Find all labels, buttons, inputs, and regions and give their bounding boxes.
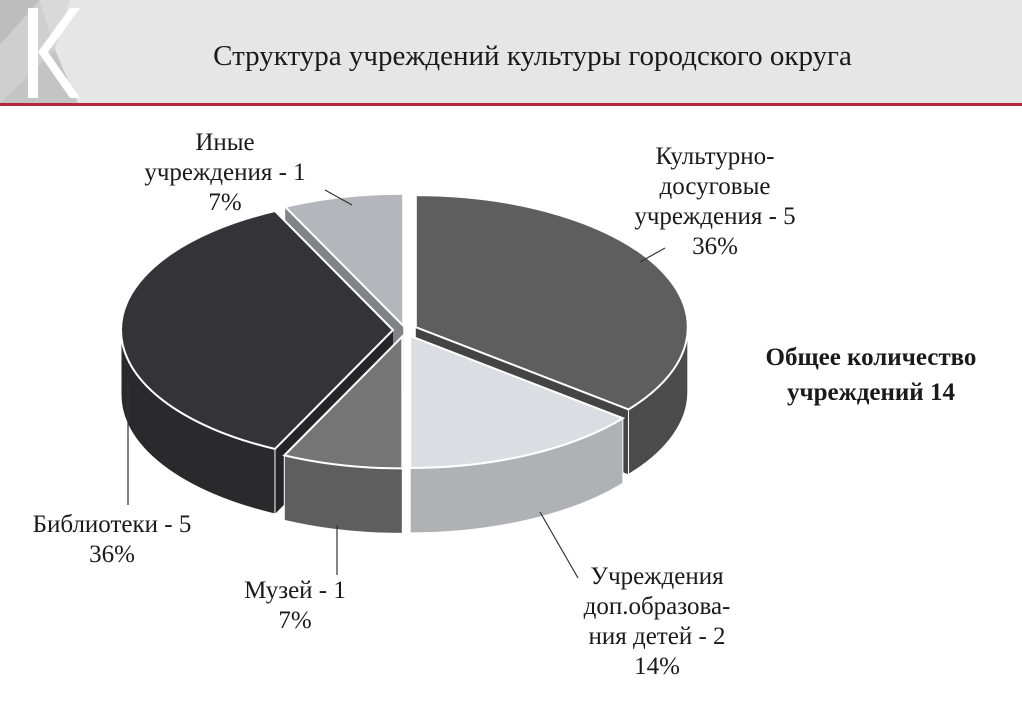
- slice-label-line: ния детей - 2: [588, 623, 726, 650]
- slice-label-1: Учреждения доп.образова-ния детей - 2 14%: [557, 562, 757, 682]
- pie-slice-2: [282, 334, 404, 470]
- slice-label-line: 36%: [692, 233, 738, 260]
- leader-line-1: [539, 511, 579, 579]
- slice-label-line: досуговые: [659, 173, 771, 200]
- slice-label-3: Библиотеки - 5 36%: [12, 510, 212, 570]
- slice-label-line: 36%: [89, 541, 135, 568]
- slice-label-line: Музей - 1: [244, 577, 346, 604]
- slice-label-2: Музей - 1 7%: [195, 576, 395, 636]
- page-title: Структура учреждений культуры городского…: [213, 40, 852, 72]
- total-count-line2: учреждений 14: [787, 379, 955, 406]
- slice-label-line: учреждения - 5: [634, 203, 796, 230]
- slice-label-line: 7%: [208, 189, 242, 216]
- total-count-label: Общее количество учреждений 14: [730, 340, 1012, 410]
- slice-label-line: 14%: [634, 653, 680, 680]
- leader-line-4: [324, 189, 353, 206]
- slice-label-line: учреждения - 1: [144, 159, 306, 186]
- header-divider: [0, 103, 1022, 106]
- slice-label-0: Культурно-досуговые учреждения - 5 36%: [615, 142, 815, 262]
- pie-slice-0: [414, 194, 689, 411]
- slice-label-line: Культурно-: [655, 143, 775, 170]
- slice-label-line: 7%: [278, 607, 312, 634]
- slice-label-line: Учреждения: [590, 563, 724, 590]
- pie-slice-3: [120, 209, 395, 451]
- pie-slice-1: [409, 334, 626, 469]
- leader-line-0: [639, 247, 666, 263]
- slice-label-4: Иные учреждения - 1 7%: [125, 128, 325, 218]
- slice-label-line: доп.образова-: [583, 593, 731, 620]
- pie-slice-4: [283, 192, 405, 329]
- header-bar: [0, 0, 1022, 103]
- slice-label-line: Библиотеки - 5: [32, 511, 192, 538]
- slice-label-line: Иные: [195, 129, 255, 156]
- logo-icon: [0, 0, 80, 103]
- total-count-line1: Общее количество: [765, 344, 977, 371]
